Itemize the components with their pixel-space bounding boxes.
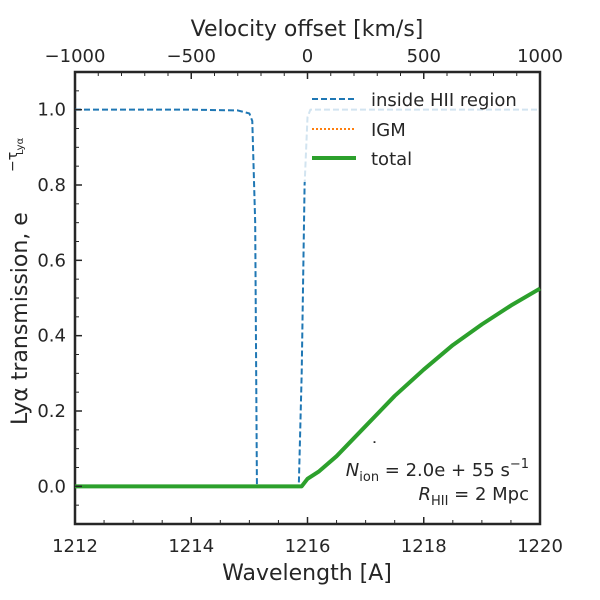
- annotation-radius-symbol: R: [418, 484, 431, 505]
- y-tick-label: 0.6: [37, 250, 66, 271]
- y-axis-title: Lyα transmission, e: [8, 212, 33, 425]
- ticks-layer: 1212 1214 1216 1218 1220 0.0 0.2 0.4 0.6 0.8 1.0 −1…: [37, 46, 563, 557]
- top-tick-label: 1000: [517, 46, 563, 67]
- annotation-radius: RHII = 2 Mpc: [418, 484, 529, 509]
- x-tick-label: 1212: [52, 536, 98, 557]
- annotation-ion-rate: Nion = 2.0e + 55 s−1: [346, 457, 529, 485]
- y-tick-label: 1.0: [37, 100, 66, 121]
- x-tick-label: 1220: [517, 536, 563, 557]
- x-axis-title: Wavelength [A]: [222, 561, 392, 586]
- x-tick-label: 1214: [168, 536, 214, 557]
- annotation-ion-dot: ˙: [370, 439, 379, 460]
- x-tick-label: 1218: [401, 536, 447, 557]
- top-tick-label: 500: [407, 46, 441, 67]
- series-line-total: [75, 286, 542, 489]
- legend-label-igm: IGM: [371, 120, 406, 141]
- annotation-ion-symbol: N: [346, 460, 359, 481]
- y-axis-title-exponent: −τ: [5, 152, 21, 172]
- annotation-ion-text: = 2.0e + 55 s: [379, 460, 510, 481]
- legend-label-inside-hii: inside HII region: [371, 90, 517, 111]
- y-tick-label: 0.0: [37, 476, 66, 497]
- top-axis-title: Velocity offset [km/s]: [191, 17, 424, 42]
- annotation-ion-sub: ion: [359, 470, 379, 485]
- top-tick-label: −500: [167, 46, 216, 67]
- annotation-ion-sup: −1: [510, 457, 529, 472]
- y-axis-title-group: Lyα transmission, e −τ Lyα: [5, 137, 33, 425]
- annotation-radius-sub: HII: [431, 494, 448, 509]
- legend-label-total: total: [371, 149, 412, 170]
- top-tick-label: 0: [302, 46, 313, 67]
- top-tick-label: −1000: [45, 46, 106, 67]
- y-tick-label: 0.4: [37, 326, 66, 347]
- annotation-radius-text: = 2 Mpc: [448, 484, 529, 505]
- series-line-igm: [75, 287, 541, 488]
- y-tick-label: 0.8: [37, 175, 66, 196]
- y-axis-title-exponent-sub: Lyα: [15, 137, 26, 155]
- x-tick-label: 1216: [285, 536, 331, 557]
- y-tick-label: 0.2: [37, 401, 66, 422]
